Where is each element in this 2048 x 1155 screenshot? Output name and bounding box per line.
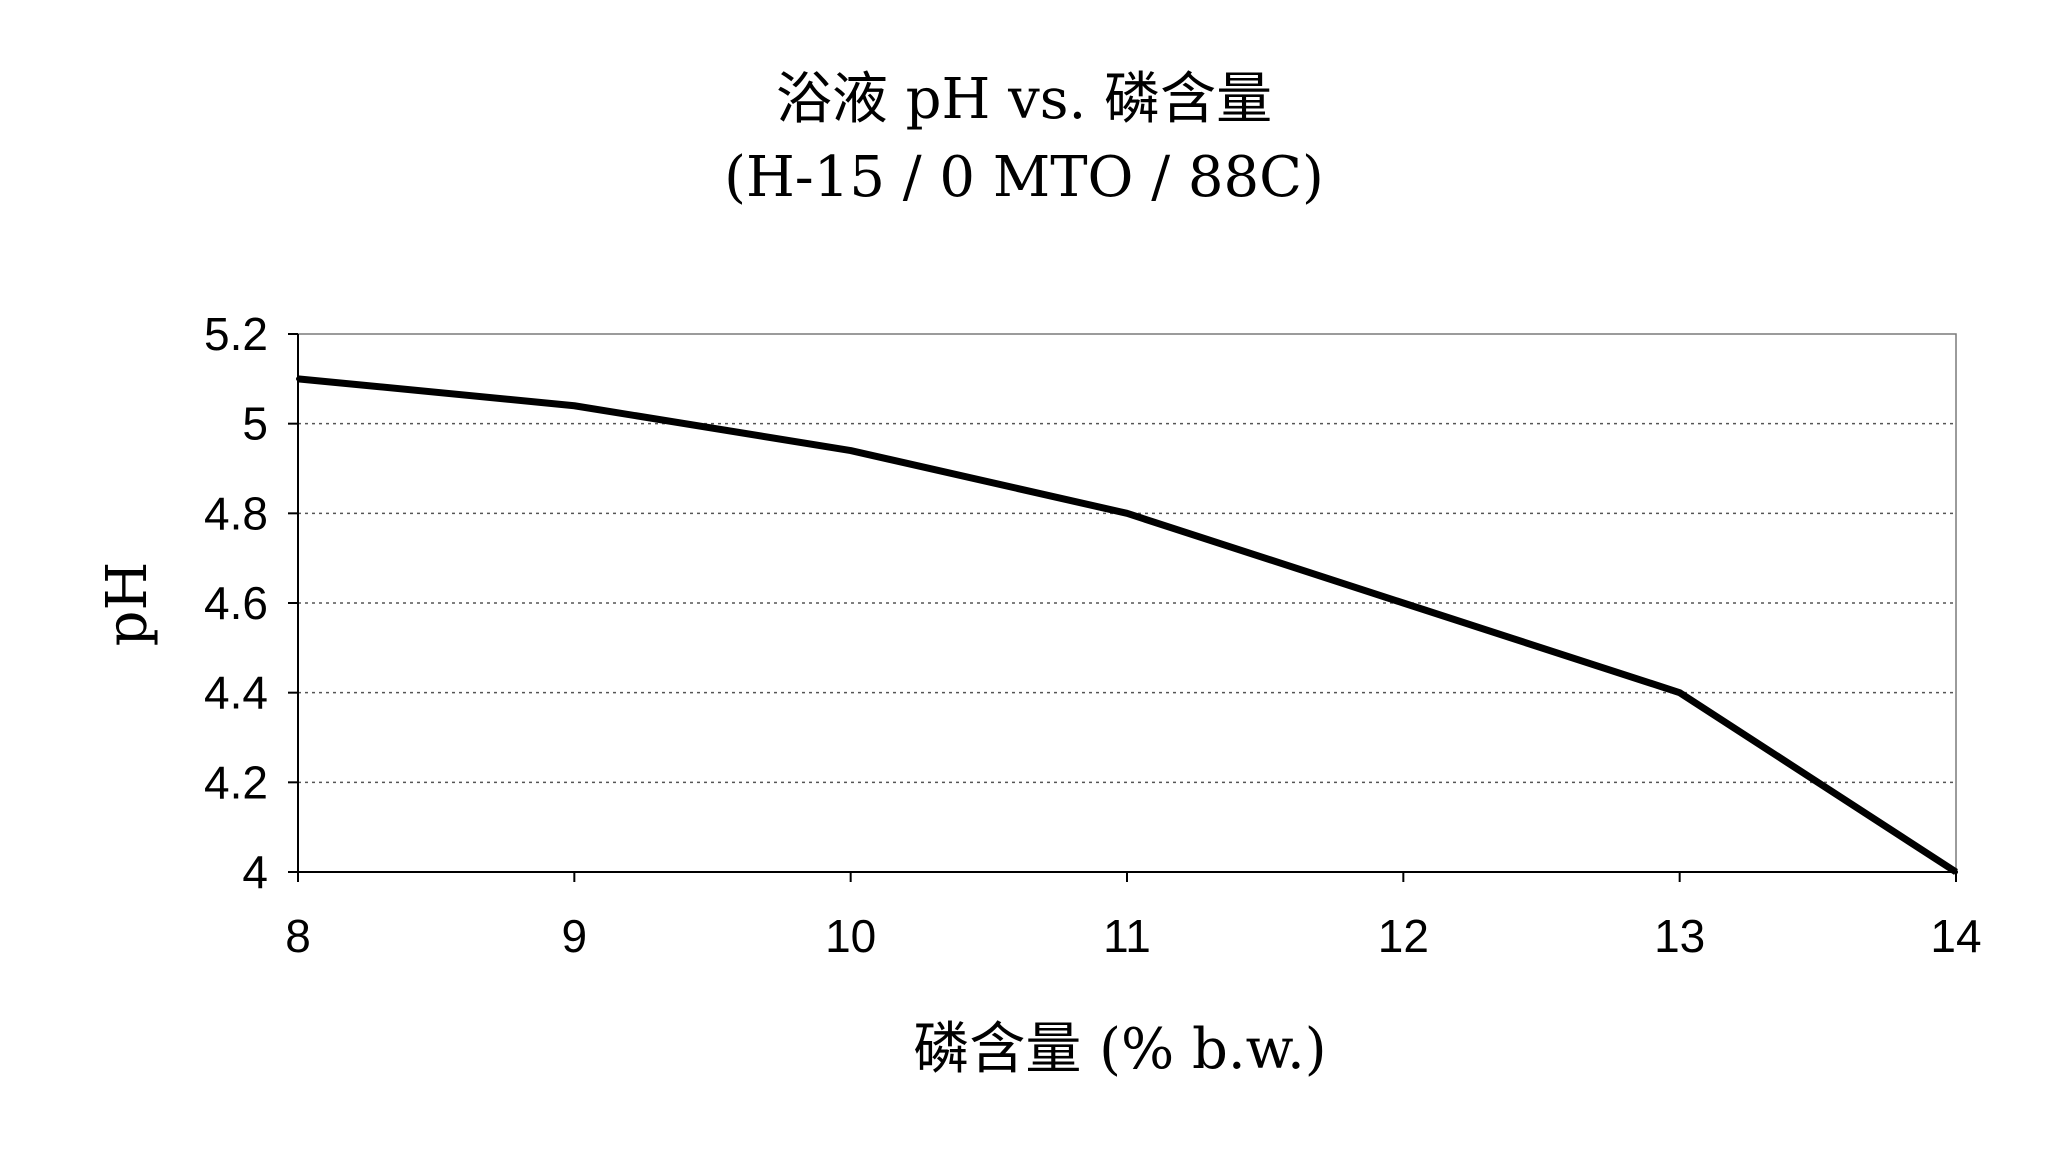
y-tick-label-2: 4.4 — [204, 667, 268, 719]
series-group — [296, 375, 1958, 875]
series-line-0 — [297, 375, 1958, 875]
x-tick-label-5: 13 — [1654, 910, 1705, 962]
data-point-0-3 — [1125, 511, 1129, 516]
data-point-0-6 — [1954, 870, 1958, 874]
y-tick-label-3: 4.6 — [204, 577, 268, 629]
data-point-0-1 — [572, 403, 577, 408]
chart-subtitle: (H-15 / 0 MTO / 88C) — [724, 145, 1324, 210]
x-tick-labels: 8 9 10 11 12 13 14 — [285, 910, 1981, 962]
data-point-0-5 — [1677, 690, 1682, 695]
x-axis-label: 磷含量 (% b.w.) — [913, 1017, 1326, 1082]
x-tick-label-6: 14 — [1930, 910, 1981, 962]
y-tick-labels: 4 4.2 4.4 4.6 4.8 5 5.2 — [204, 308, 268, 898]
x-tick-label-4: 12 — [1378, 910, 1429, 962]
y-tick-label-5: 5 — [242, 398, 268, 450]
data-point-0-2 — [848, 448, 853, 453]
chart-title: 浴液 pH vs. 磷含量 — [776, 67, 1272, 132]
x-tick-label-1: 9 — [562, 910, 588, 962]
x-tick-label-3: 11 — [1103, 910, 1151, 962]
y-tick-label-6: 5.2 — [204, 308, 268, 360]
axes — [288, 333, 1957, 882]
data-point-0-4 — [1401, 601, 1406, 605]
x-tick-label-0: 8 — [285, 910, 311, 962]
y-tick-label-0: 4 — [242, 846, 268, 898]
x-tick-label-2: 10 — [825, 910, 876, 962]
gridlines — [298, 422, 1956, 784]
y-tick-label-4: 4.8 — [204, 487, 268, 539]
data-point-0-0 — [296, 376, 300, 381]
y-tick-label-1: 4.2 — [204, 756, 268, 808]
y-axis-label: pH — [95, 562, 160, 647]
